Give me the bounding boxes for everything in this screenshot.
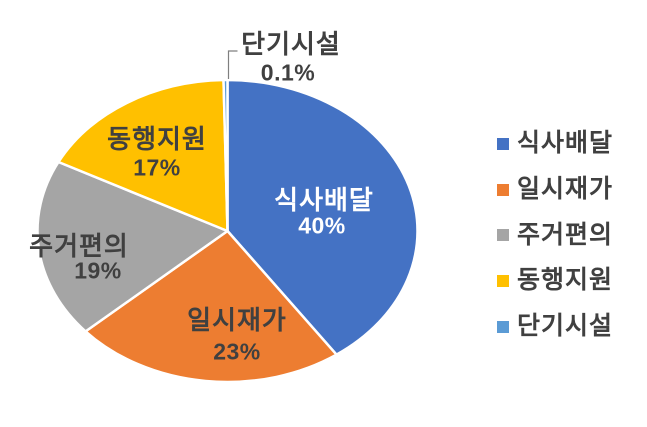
pie-slice-label-name-4: 단기시설 bbox=[241, 29, 341, 59]
legend-swatch-icon bbox=[497, 137, 509, 150]
callout-leader-line bbox=[227, 50, 238, 79]
pie-slice-label-name-3: 동행지원 bbox=[107, 124, 207, 154]
legend-item-1: 일시재가 bbox=[497, 167, 613, 213]
pie-slice-3 bbox=[57, 78, 229, 233]
pie-slice-label-value-1: 23% bbox=[213, 338, 261, 365]
legend-label: 주거편의 bbox=[517, 220, 614, 249]
pie-slice-4 bbox=[222, 78, 229, 233]
legend-label: 동행지원 bbox=[517, 266, 614, 295]
legend-item-4: 단기시설 bbox=[497, 304, 613, 350]
legend-swatch-icon bbox=[497, 183, 509, 196]
legend-label: 식사배달 bbox=[517, 129, 614, 158]
pie-slice-1 bbox=[84, 229, 338, 384]
legend-label: 단기시설 bbox=[517, 312, 614, 341]
legend-label: 일시재가 bbox=[517, 175, 614, 204]
pie-slice-2 bbox=[36, 160, 229, 333]
legend-item-3: 동행지원 bbox=[497, 258, 613, 304]
pie-slice-label-name-1: 일시재가 bbox=[187, 305, 287, 335]
pie-slice-label-name-0: 식사배달 bbox=[274, 185, 374, 215]
legend-item-2: 주거편의 bbox=[497, 212, 613, 258]
chart-legend: 식사배달 일시재가 주거편의 동행지원 단기시설 bbox=[497, 121, 613, 349]
legend-swatch-icon bbox=[497, 320, 509, 333]
pie-slice-label-value-3: 17% bbox=[133, 154, 181, 181]
pie-slice-label-value-0: 40% bbox=[298, 212, 346, 239]
pie-slice-label-value-2: 19% bbox=[74, 257, 122, 284]
pie-slice-0 bbox=[226, 78, 419, 356]
legend-swatch-icon bbox=[497, 274, 509, 287]
legend-swatch-icon bbox=[497, 229, 509, 242]
pie-slice-label-value-4: 0.1% bbox=[260, 59, 316, 86]
pie-slices bbox=[36, 78, 419, 384]
legend-item-0: 식사배달 bbox=[497, 121, 613, 167]
pie-slice-label-name-2: 주거편의 bbox=[29, 231, 129, 261]
